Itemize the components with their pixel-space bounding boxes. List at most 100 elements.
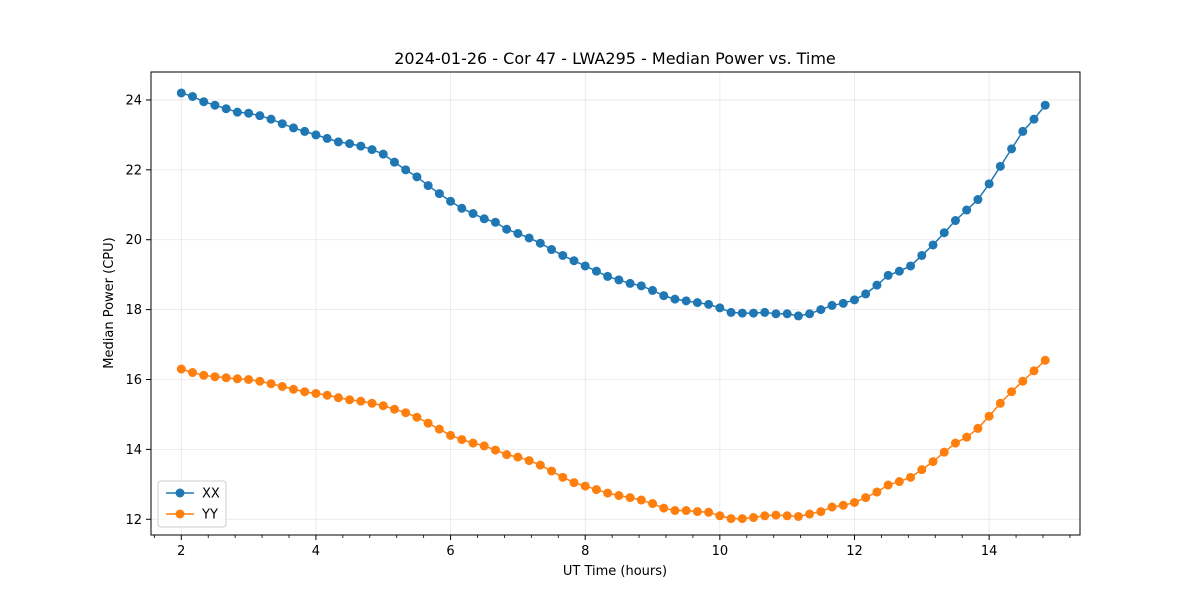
legend-label: XX [202,487,220,502]
data-point-yy [446,430,456,440]
data-point-yy [906,472,916,482]
data-point-xx [535,238,545,248]
data-point-xx [793,311,803,321]
legend-item-yy[interactable]: YY [166,508,218,523]
data-point-yy [849,498,859,507]
data-point-yy [412,412,422,422]
data-point-yy [681,506,691,516]
data-point-yy [356,396,366,406]
data-point-yy [782,511,792,521]
data-point-xx [288,123,298,133]
data-point-yy [502,450,512,460]
data-point-yy [423,418,433,428]
data-point-yy [917,465,927,475]
data-point-xx [805,309,815,319]
data-point-yy [401,408,411,418]
y-tick-label: 12 [125,513,142,528]
data-point-xx [188,91,198,101]
data-point-yy [995,398,1005,408]
x-tick-label: 10 [712,544,729,559]
data-point-xx [221,104,231,114]
data-point-yy [457,435,467,445]
data-point-yy [928,457,938,467]
data-point-xx [1007,144,1017,154]
data-point-xx [423,181,433,191]
data-point-xx [333,137,343,147]
data-point-xx [928,240,938,250]
data-point-xx [827,300,837,310]
data-point-xx [771,309,781,319]
data-point-xx [715,303,725,313]
data-point-xx [950,216,960,226]
data-point-xx [356,141,366,151]
data-point-xx [614,275,624,285]
data-point-xx [524,233,534,243]
data-point-yy [726,514,736,524]
data-point-yy [962,432,972,442]
data-point-yy [648,499,658,509]
data-point-xx [591,266,601,276]
data-point-yy [1029,366,1039,376]
data-point-yy [176,364,186,374]
legend[interactable]: XX YY [157,480,227,528]
data-point-xx [659,291,669,301]
data-point-xx [479,214,489,224]
x-tick-label: 2 [177,544,185,559]
data-point-xx [939,228,949,238]
data-point-xx [389,157,399,167]
data-point-xx [670,294,680,304]
data-point-xx [1029,114,1039,124]
data-point-xx [849,295,859,305]
data-point-yy [805,509,815,519]
legend-item-xx[interactable]: XX [166,487,220,502]
data-point-xx [760,307,770,317]
data-point-xx [1018,126,1028,136]
data-point-xx [906,261,916,271]
data-point-yy [636,495,646,505]
data-point-xx [547,245,557,255]
data-point-yy [872,487,882,497]
data-point-yy [345,395,355,405]
data-point-yy [704,507,714,517]
data-point-yy [670,506,680,516]
data-point-yy [232,374,242,384]
data-point-yy [513,452,523,462]
y-tick-label: 22 [125,163,142,178]
data-point-yy [939,447,949,457]
grid [151,72,1080,535]
data-point-yy [266,379,276,389]
data-point-yy [1007,387,1017,397]
data-point-yy [333,393,343,403]
data-point-yy [255,376,265,386]
data-point-yy [883,480,893,490]
y-tick-label: 18 [125,303,142,318]
data-point-yy [894,477,904,487]
data-point-xx [1040,100,1050,110]
data-point-yy [625,493,635,503]
data-point-yy [378,401,388,411]
data-point-xx [210,100,220,110]
data-point-yy [569,478,579,488]
data-point-yy [322,390,332,400]
data-point-yy [749,513,758,523]
data-point-xx [973,195,983,205]
chart-title: 2024-01-26 - Cor 47 - LWA295 - Median Po… [394,49,836,68]
data-point-yy [311,388,321,398]
data-point-xx [277,119,287,129]
data-point-yy [188,368,198,378]
data-point-xx [300,126,310,136]
data-point-xx [345,139,355,149]
data-point-yy [973,423,983,433]
data-point-yy [659,503,669,513]
data-point-xx [883,270,893,280]
data-point-xx [367,145,377,155]
data-point-yy [288,384,298,394]
legend-marker [175,509,185,519]
data-point-xx [266,114,276,124]
data-point-yy [490,445,500,455]
data-point-xx [681,296,691,306]
data-point-yy [827,502,837,512]
data-point-yy [1040,355,1050,365]
data-point-yy [367,398,377,408]
